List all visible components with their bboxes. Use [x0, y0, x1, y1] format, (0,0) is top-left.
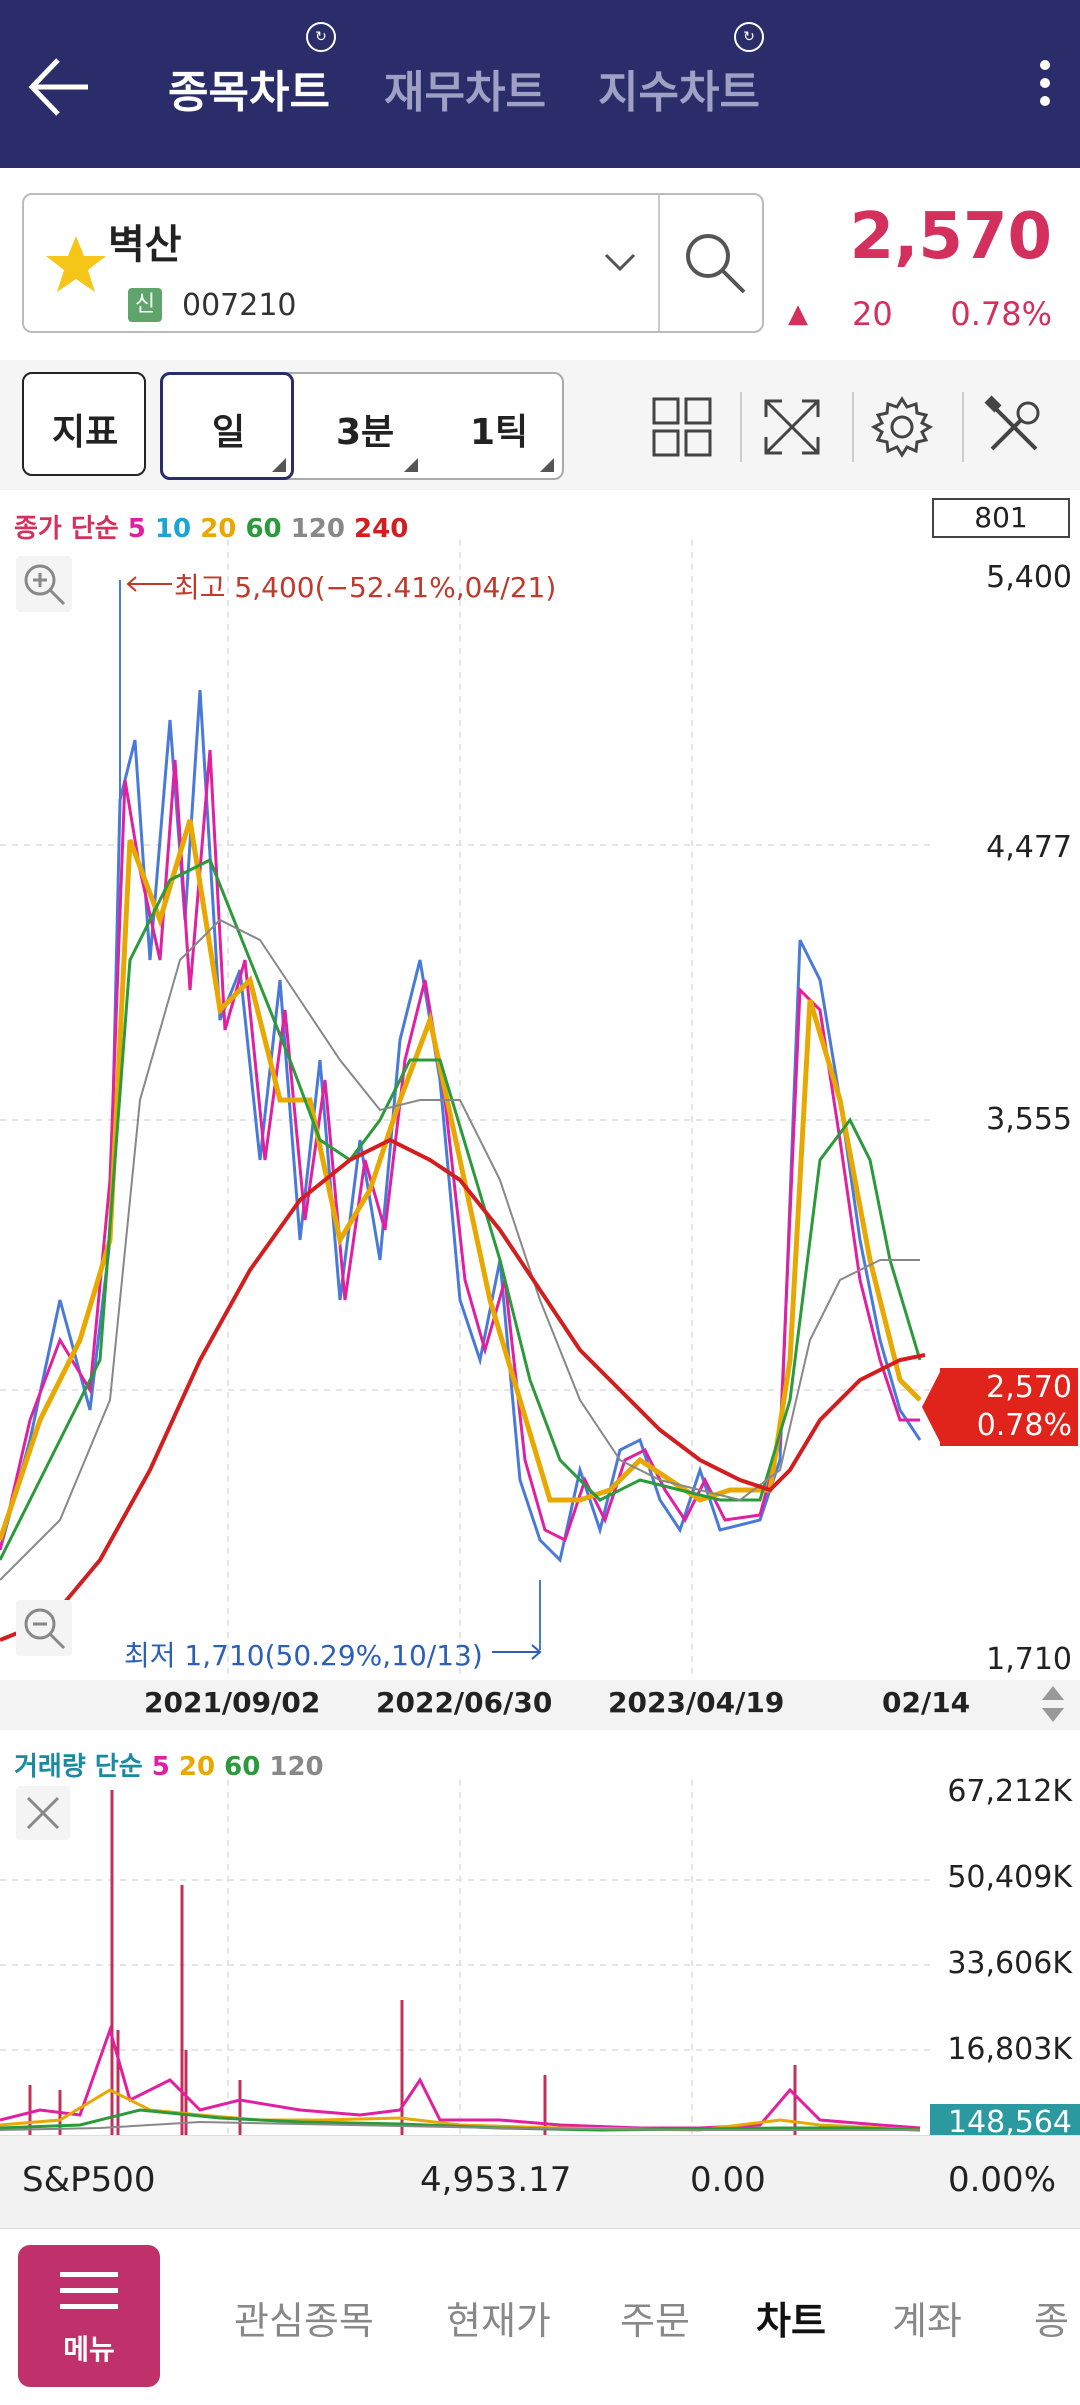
ma-legend: 종가 단순 5 10 20 60 120 240: [14, 508, 408, 545]
high-price-label: 최고 5,400(−52.41%,04/21): [174, 571, 557, 604]
search-icon[interactable]: [680, 228, 750, 298]
x-tick-label: 2021/09/02: [144, 1686, 321, 1719]
tab-financial-chart[interactable]: 재무차트: [384, 67, 546, 118]
low-price-label: 최저 1,710(50.29%,10/13): [124, 1639, 483, 1672]
period-day-label: 일: [212, 412, 246, 453]
close-icon[interactable]: [16, 1786, 70, 1840]
index-change: 0.00: [690, 2160, 766, 2200]
high-arrow-icon: [126, 576, 172, 592]
volume-legend: 거래량 단순 5 20 60 120: [14, 1746, 324, 1783]
index-value: 4,953.17: [420, 2160, 572, 2200]
corner-marker: [540, 458, 554, 472]
up-arrow-icon: ▲: [788, 299, 808, 329]
ma-20: 20: [200, 514, 237, 544]
divider: [852, 392, 854, 462]
link-badge-icon: ↻: [734, 22, 764, 52]
nav-more-item[interactable]: 종: [1034, 2299, 1069, 2343]
ma-60: 60: [245, 514, 282, 544]
price-change: 20: [852, 295, 893, 333]
nav-account[interactable]: 계좌: [892, 2299, 962, 2343]
link-badge-icon: ↻: [306, 22, 336, 52]
back-arrow-icon[interactable]: [26, 52, 96, 122]
divider: [740, 392, 742, 462]
index-ticker-bar[interactable]: [0, 2135, 1080, 2228]
current-price: 2,570: [849, 200, 1052, 274]
vol-ma-5: 5: [151, 1752, 170, 1782]
volume-y-tick: 16,803K: [947, 2032, 1072, 2067]
y-tick-label: 3,555: [986, 1102, 1072, 1137]
hamburger-icon: [60, 2272, 118, 2277]
corner-marker: [272, 458, 286, 472]
corner-marker: [404, 458, 418, 472]
vol-ma-120: 120: [269, 1752, 324, 1782]
menu-button[interactable]: [18, 2245, 160, 2387]
nav-current-price[interactable]: 현재가: [446, 2299, 551, 2343]
price-change-pct: 0.78%: [950, 295, 1052, 333]
stock-code: 007210: [182, 288, 297, 323]
volume-chart[interactable]: [0, 1780, 930, 2136]
menu-label: 메뉴: [63, 2333, 115, 2366]
volume-legend-prefix: 거래량 단순: [14, 1752, 143, 1782]
divider: [962, 392, 964, 462]
tab-index-chart[interactable]: 지수차트: [598, 67, 760, 118]
x-tick-label: 02/14: [882, 1686, 971, 1719]
ma-5: 5: [127, 514, 146, 544]
price-chart[interactable]: [0, 540, 930, 1680]
nav-order[interactable]: 주문: [620, 2299, 690, 2343]
indicator-label: 지표: [52, 412, 119, 453]
volume-y-tick: 33,606K: [947, 1946, 1072, 1981]
zoom-out-icon[interactable]: [16, 1600, 72, 1656]
zoom-in-icon[interactable]: [16, 556, 72, 612]
hamburger-icon: [60, 2288, 118, 2293]
x-tick-label: 2023/04/19: [608, 1686, 785, 1719]
tab-stock-chart[interactable]: 종목차트: [168, 67, 330, 118]
x-tick-label: 2022/06/30: [376, 1686, 553, 1719]
ma-240: 240: [354, 514, 409, 544]
ma-10: 10: [154, 514, 192, 544]
price-tag-pointer: [922, 1368, 942, 1446]
nav-chart[interactable]: 차트: [756, 2299, 826, 2343]
candle-count: 801: [932, 498, 1070, 538]
app-header: 종목차트 재무차트 ↻ 지수차트 ↻: [0, 0, 1080, 168]
tools-icon[interactable]: [982, 395, 1046, 459]
divider: [658, 195, 660, 331]
resize-handle-icon[interactable]: [1040, 1684, 1066, 1724]
indicator-button[interactable]: [22, 372, 146, 476]
low-arrow-icon: [492, 1644, 542, 1660]
layout-grid-icon[interactable]: [650, 395, 714, 459]
y-tick-label: 1,710: [986, 1642, 1072, 1677]
ma-120: 120: [290, 514, 345, 544]
stock-selector[interactable]: [22, 193, 764, 333]
more-menu-icon[interactable]: [1030, 52, 1060, 124]
fullscreen-icon[interactable]: [760, 395, 824, 459]
ma-legend-prefix: 종가 단순: [14, 514, 119, 544]
period-day-button[interactable]: [160, 372, 294, 480]
chevron-down-icon[interactable]: [604, 252, 636, 272]
period-1tick-button[interactable]: 1틱: [470, 412, 529, 453]
current-tag-price: 2,570: [986, 1370, 1072, 1405]
index-pct: 0.00%: [947, 2160, 1056, 2200]
vol-ma-20: 20: [178, 1752, 216, 1782]
stock-name: 벽산: [108, 222, 182, 268]
y-tick-label: 4,477: [986, 830, 1072, 865]
index-name: S&P500: [22, 2160, 156, 2200]
period-3min-button[interactable]: 3분: [336, 412, 395, 453]
new-badge: 신: [128, 288, 162, 322]
current-tag-pct: 0.78%: [976, 1408, 1072, 1443]
vol-ma-60: 60: [224, 1752, 261, 1782]
nav-watchlist[interactable]: 관심종목: [234, 2299, 374, 2343]
y-tick-label: 5,400: [986, 560, 1072, 595]
bottom-nav: [0, 2228, 1080, 2405]
volume-y-tick: 50,409K: [947, 1860, 1072, 1895]
x-axis-bar: [0, 1680, 1080, 1730]
volume-y-tick: 67,212K: [947, 1774, 1072, 1809]
settings-gear-icon[interactable]: [870, 395, 934, 459]
favorite-star-icon[interactable]: [44, 232, 108, 296]
hamburger-icon: [60, 2304, 118, 2309]
current-price-tag: [940, 1368, 1078, 1446]
